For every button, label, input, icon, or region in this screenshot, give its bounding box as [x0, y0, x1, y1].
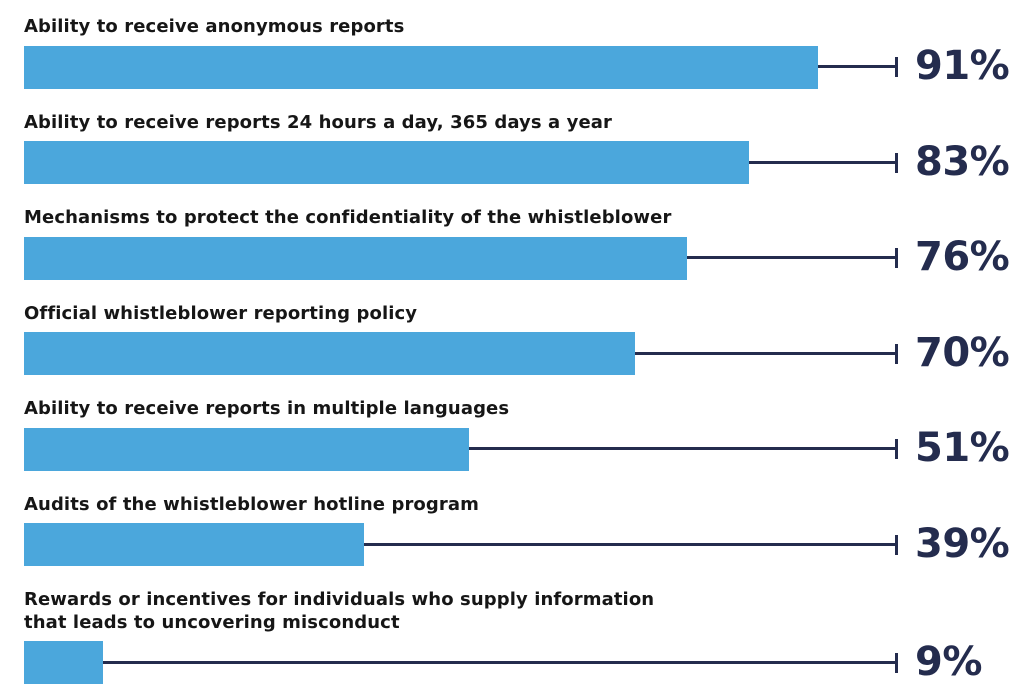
bar-track: 9%	[24, 641, 982, 684]
connector-line	[635, 351, 897, 355]
bar-row: Ability to receive reports in multiple l…	[24, 398, 1024, 471]
bar	[24, 332, 636, 375]
bar-row: Mechanisms to protect the confidentialit…	[24, 207, 1024, 280]
bar	[24, 45, 819, 89]
tick-mark	[895, 343, 898, 364]
value-label: 76%	[915, 234, 1010, 281]
connector-line	[364, 542, 897, 546]
bar-track: 91%	[24, 45, 1010, 89]
tick-mark	[895, 439, 898, 459]
tick-mark	[895, 152, 898, 173]
tick-mark	[895, 534, 898, 555]
connector-line	[818, 65, 897, 68]
bar	[24, 641, 103, 684]
bar-label: Audits of the whistleblower hotline prog…	[24, 493, 479, 515]
bar	[24, 236, 688, 280]
value-label: 83%	[915, 138, 1010, 185]
connector-line	[469, 447, 897, 450]
bar-label: Ability to receive reports in multiple l…	[24, 398, 510, 419]
bar-label: Official whistleblower reporting policy	[24, 302, 418, 324]
connector-line	[102, 660, 897, 664]
value-label: 9%	[915, 638, 982, 685]
bar-track: 83%	[24, 141, 1010, 184]
bar-track: 76%	[24, 236, 1010, 280]
bar-row: Rewards or incentives for individuals wh…	[24, 589, 1024, 684]
value-label: 70%	[915, 329, 1010, 376]
value-label: 39%	[915, 520, 1010, 567]
value-label: 91%	[915, 43, 1010, 90]
bar-track: 70%	[24, 332, 1010, 375]
connector-line	[748, 160, 897, 164]
bar	[24, 427, 470, 471]
bar-track: 39%	[24, 523, 1010, 566]
bar-row: Audits of the whistleblower hotline prog…	[24, 493, 1024, 566]
tick-mark	[895, 248, 898, 268]
bar-chart: Ability to receive anonymous reports 91%…	[24, 16, 1024, 684]
bar-row: Ability to receive anonymous reports 91%	[24, 16, 1024, 89]
bar-track: 51%	[24, 427, 1010, 471]
bar-label: Ability to receive reports 24 hours a da…	[24, 111, 613, 133]
tick-mark	[895, 57, 898, 77]
tick-mark	[895, 652, 898, 673]
bar-row: Official whistleblower reporting policy …	[24, 302, 1024, 375]
connector-line	[687, 256, 897, 259]
value-label: 51%	[915, 425, 1010, 472]
bar-label: Mechanisms to protect the confidentialit…	[24, 207, 672, 228]
bar	[24, 523, 365, 566]
bar-label: Rewards or incentives for individuals wh…	[24, 589, 655, 633]
bar	[24, 141, 749, 184]
bar-row: Ability to receive reports 24 hours a da…	[24, 111, 1024, 184]
bar-label: Ability to receive anonymous reports	[24, 16, 405, 37]
